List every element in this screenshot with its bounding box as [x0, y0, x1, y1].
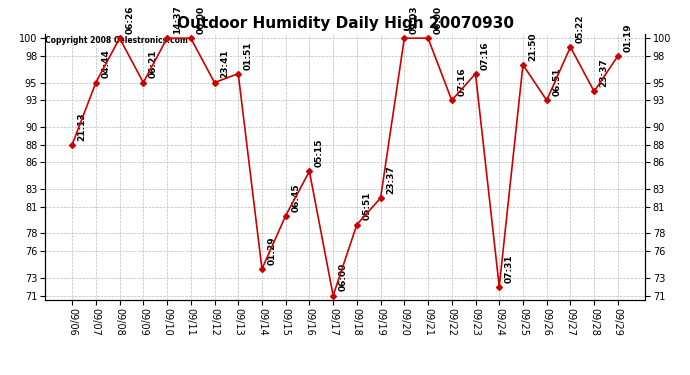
Text: 06:26: 06:26: [125, 6, 134, 34]
Text: 06:45: 06:45: [291, 183, 300, 211]
Text: Copyright 2008 Celestronics.com: Copyright 2008 Celestronics.com: [46, 36, 188, 45]
Text: 14:37: 14:37: [172, 5, 181, 34]
Text: 00:00: 00:00: [433, 6, 442, 34]
Text: 00:00: 00:00: [197, 6, 206, 34]
Text: 04:44: 04:44: [101, 50, 110, 78]
Text: 07:16: 07:16: [457, 68, 466, 96]
Text: 23:41: 23:41: [220, 50, 229, 78]
Title: Outdoor Humidity Daily High 20070930: Outdoor Humidity Daily High 20070930: [177, 16, 513, 31]
Text: 21:13: 21:13: [78, 112, 87, 141]
Text: 23:37: 23:37: [386, 165, 395, 194]
Text: 05:51: 05:51: [362, 192, 371, 220]
Text: 06:21: 06:21: [149, 50, 158, 78]
Text: 07:31: 07:31: [505, 254, 514, 282]
Text: 09:03: 09:03: [410, 6, 419, 34]
Text: 01:51: 01:51: [244, 41, 253, 69]
Text: 05:15: 05:15: [315, 139, 324, 167]
Text: 21:50: 21:50: [529, 32, 538, 61]
Text: 01:19: 01:19: [624, 23, 633, 52]
Text: 05:22: 05:22: [576, 14, 585, 43]
Text: 07:16: 07:16: [481, 41, 490, 69]
Text: 06:00: 06:00: [339, 263, 348, 291]
Text: 06:51: 06:51: [552, 68, 561, 96]
Text: 01:29: 01:29: [268, 236, 277, 265]
Text: 23:37: 23:37: [600, 58, 609, 87]
